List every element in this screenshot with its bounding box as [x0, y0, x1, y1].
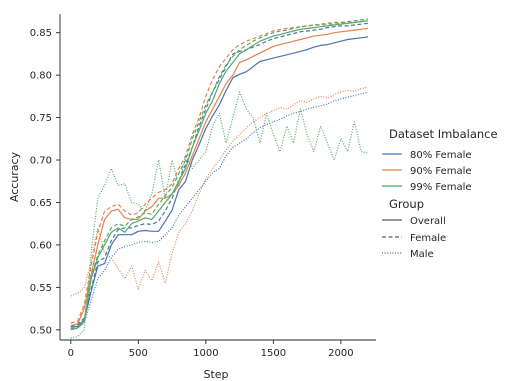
x-tick-label: 500 — [129, 348, 148, 359]
legend-style-entry: Overall — [382, 216, 446, 227]
legend-hue-entry: 90% Female — [382, 166, 472, 177]
legend-style-title: Group — [389, 197, 424, 211]
legend-style-entry: Female — [382, 233, 446, 244]
x-ticks: 0 500 1000 1500 2000 — [68, 340, 354, 359]
series-line — [70, 86, 369, 297]
legend-hue-label: 90% Female — [410, 166, 472, 177]
y-tick-label: 0.85 — [30, 28, 52, 39]
y-tick-label: 0.75 — [30, 113, 52, 124]
series-line — [70, 18, 368, 330]
x-tick-label: 1500 — [261, 348, 286, 359]
x-tick-label: 1000 — [193, 348, 218, 359]
y-tick-label: 0.70 — [30, 156, 52, 167]
legend-hue-label: 80% Female — [410, 150, 472, 161]
legend-style-label: Male — [410, 249, 434, 260]
series-line — [70, 22, 368, 327]
legend-style-label: Overall — [410, 216, 446, 227]
series-lines — [70, 18, 369, 339]
legend-hue-entry: 99% Female — [382, 182, 472, 193]
x-axis-label: Step — [203, 368, 228, 381]
legend-hue-label: 99% Female — [410, 182, 472, 193]
legend-hue-entry: 80% Female — [382, 150, 472, 161]
y-tick-label: 0.65 — [30, 198, 52, 209]
series-line — [70, 91, 369, 339]
y-tick-label: 0.55 — [30, 283, 52, 294]
series-line — [70, 20, 368, 331]
x-tick-label: 0 — [68, 348, 74, 359]
series-line — [70, 27, 368, 327]
plot-area: 0 500 1000 1500 2000 0.50 0.55 0.60 0.65 0.70 0.7… — [30, 14, 376, 359]
legend: Dataset Imbalance 80% Female 90% Female … — [382, 127, 498, 260]
y-axis-label: Accuracy — [8, 151, 21, 202]
legend-style-label: Female — [410, 233, 446, 244]
y-tick-label: 0.60 — [30, 240, 52, 251]
x-tick-label: 2000 — [328, 348, 353, 359]
series-line — [70, 36, 368, 328]
legend-hue-title: Dataset Imbalance — [389, 127, 498, 141]
legend-style-entry: Male — [382, 249, 434, 260]
series-line — [70, 20, 368, 324]
y-ticks: 0.50 0.55 0.60 0.65 0.70 0.75 0.80 0.85 — [30, 28, 60, 336]
y-tick-label: 0.50 — [30, 325, 52, 336]
series-line — [70, 91, 369, 330]
y-tick-label: 0.80 — [30, 71, 52, 82]
